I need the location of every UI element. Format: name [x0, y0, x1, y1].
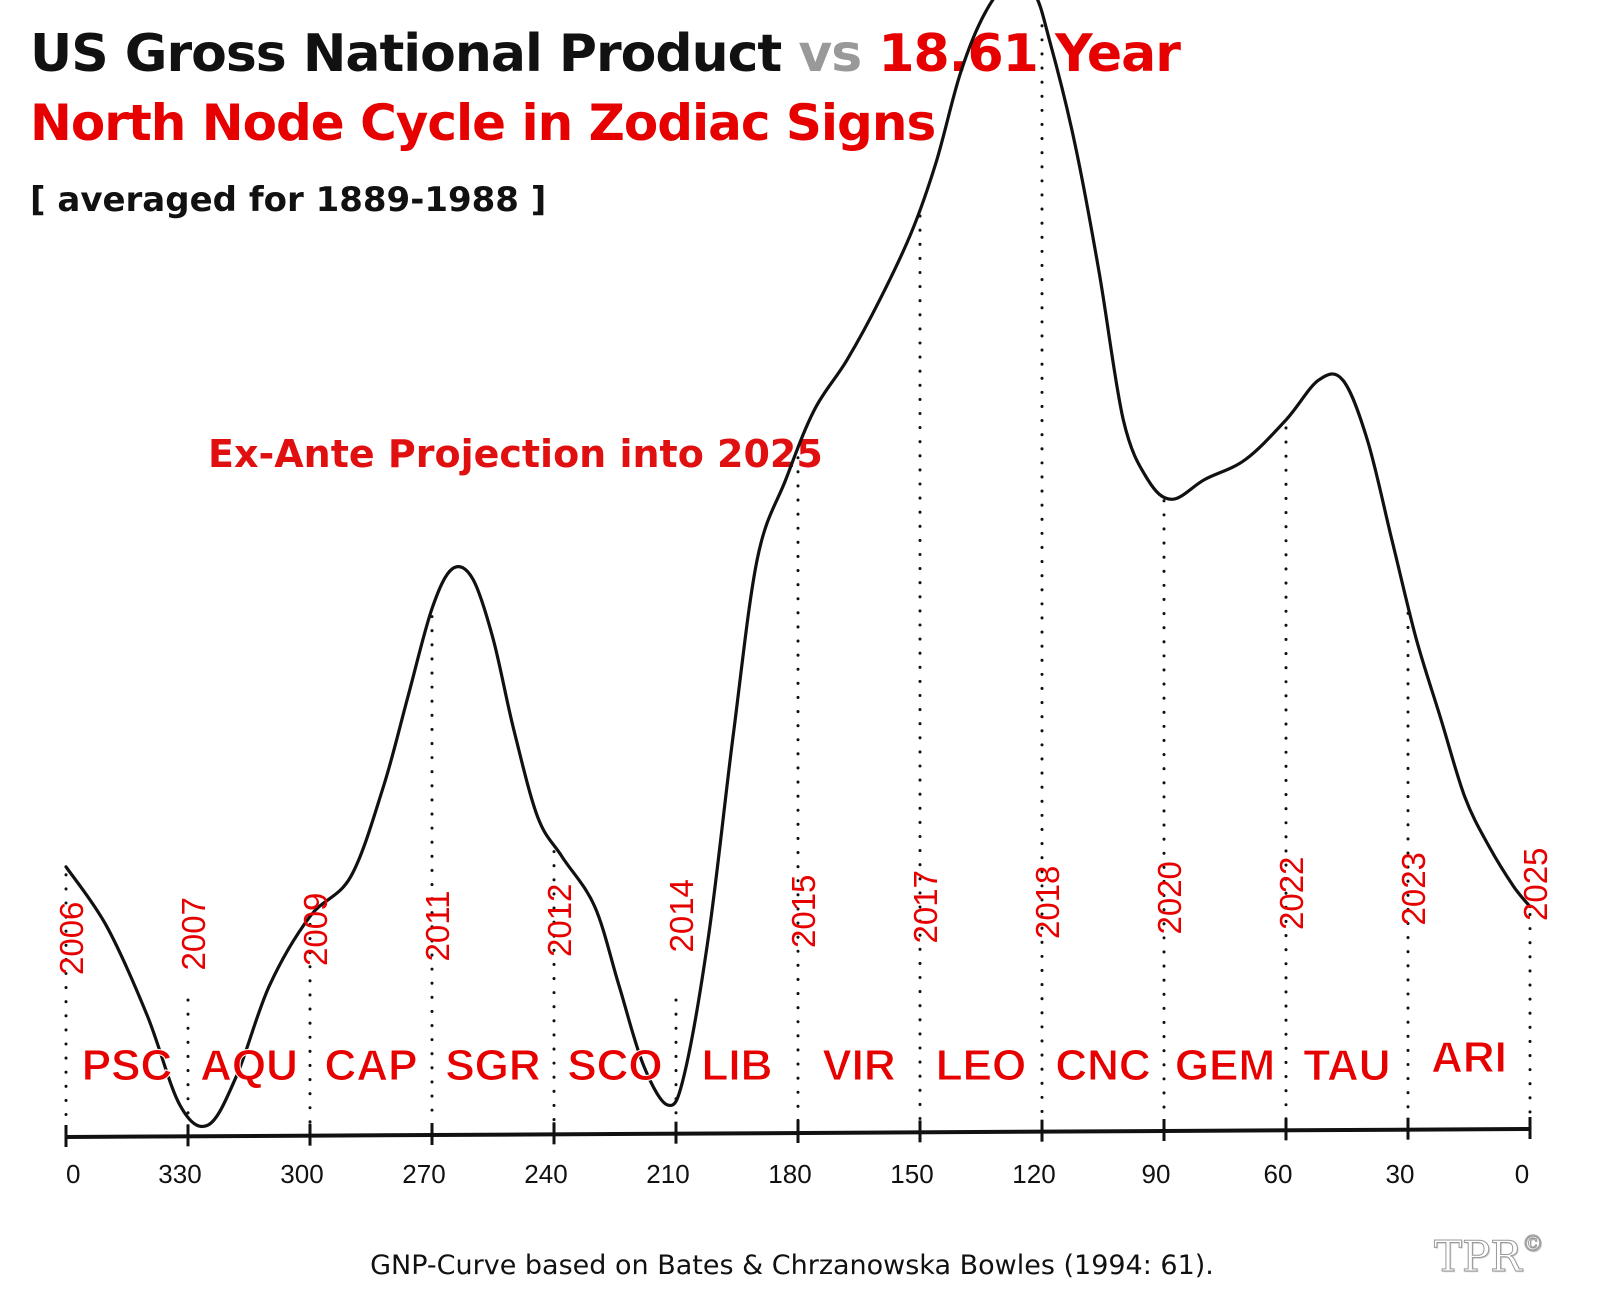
year-label-2017: 2017	[907, 870, 944, 943]
x-tick-label: 0	[66, 1159, 80, 1189]
copyright-symbol: ©	[1521, 1232, 1544, 1258]
year-label-2022: 2022	[1273, 857, 1310, 930]
x-tick-label: 120	[1012, 1159, 1055, 1189]
source-caption: GNP-Curve based on Bates & Chrzanowska B…	[370, 1250, 1214, 1281]
title-vs: vs	[798, 24, 862, 84]
year-label-2020: 2020	[1151, 861, 1188, 934]
sign-label-tau: TAU	[1303, 1041, 1390, 1090]
year-label-2025: 2025	[1517, 848, 1554, 921]
year-label-2015: 2015	[785, 875, 822, 948]
x-tick-label: 240	[524, 1159, 567, 1189]
year-label-2006: 2006	[53, 902, 90, 975]
year-label-2023: 2023	[1395, 852, 1432, 925]
x-tick-label: 330	[158, 1159, 201, 1189]
tpr-watermark: TPR©	[1434, 1232, 1545, 1282]
gnp-series-line	[64, 0, 1532, 1129]
year-label-2007: 2007	[175, 897, 212, 970]
x-tick-label: 180	[768, 1159, 811, 1189]
x-tick-label: 30	[1386, 1159, 1415, 1189]
projection-annotation: Ex-Ante Projection into 2025	[208, 432, 823, 476]
sign-label-gem: GEM	[1175, 1041, 1275, 1090]
year-label-2011: 2011	[419, 891, 456, 962]
sign-label-aqu: AQU	[200, 1041, 298, 1090]
watermark-text: TPR	[1434, 1232, 1523, 1282]
chart-subtitle: [ averaged for 1889-1988 ]	[30, 180, 547, 220]
year-label-2012: 2012	[541, 884, 578, 957]
sign-label-leo: LEO	[936, 1041, 1026, 1090]
year-label-2014: 2014	[663, 879, 700, 952]
title-part-2: 18.61 Year	[861, 24, 1180, 84]
year-label-2009: 2009	[297, 893, 334, 966]
chart-title-line-2: North Node Cycle in Zodiac Signs	[30, 94, 936, 152]
year-label-2018: 2018	[1029, 866, 1066, 939]
sign-label-sco: SCO	[567, 1041, 662, 1090]
title-part-1: US Gross National Product	[30, 24, 799, 84]
sign-label-cap: CAP	[325, 1041, 418, 1090]
x-tick-label: 150	[890, 1159, 933, 1189]
x-tick-label: 60	[1264, 1159, 1293, 1189]
x-tick-label: 210	[646, 1159, 689, 1189]
x-tick-label: 90	[1142, 1159, 1171, 1189]
x-tick-label: 0	[1515, 1159, 1529, 1189]
x-tick-label: 270	[402, 1159, 445, 1189]
sign-label-vir: VIR	[822, 1041, 895, 1090]
sign-label-cnc: CNC	[1055, 1041, 1150, 1090]
sign-label-psc: PSC	[82, 1041, 172, 1090]
chart-title-line-1: US Gross National Product vs 18.61 Year	[30, 24, 1181, 84]
sign-label-ari: ARI	[1431, 1033, 1507, 1082]
x-tick-label: 300	[280, 1159, 323, 1189]
sign-label-sgr: SGR	[445, 1041, 540, 1090]
sign-label-lib: LIB	[702, 1041, 773, 1090]
